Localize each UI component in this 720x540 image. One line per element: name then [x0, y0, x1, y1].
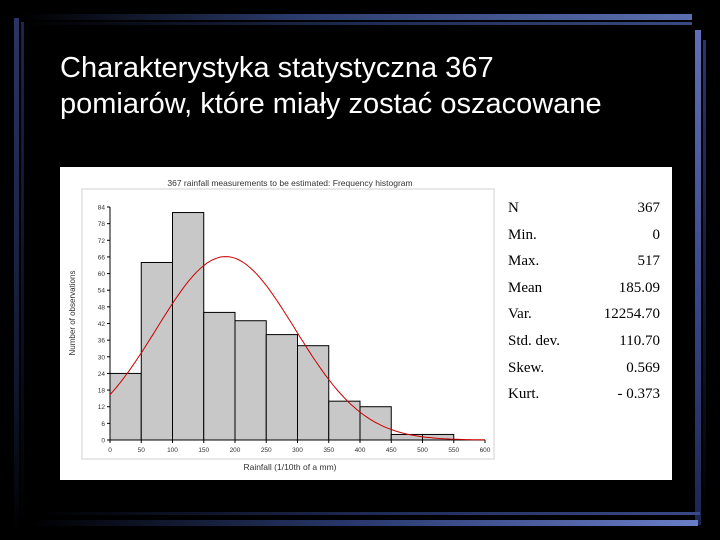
- stat-row: Std. dev. 110.70: [508, 328, 660, 355]
- histogram-bar: [172, 212, 205, 441]
- stat-value: 110.70: [619, 332, 660, 349]
- stat-row: Kurt. - 0.373: [508, 381, 660, 408]
- stat-row: Max. 517: [508, 248, 660, 275]
- x-axis-label: Rainfall (1/10th of a mm): [243, 462, 336, 472]
- x-tick-label: 200: [230, 447, 241, 454]
- y-tick-label: 0: [101, 438, 105, 445]
- x-tick-label: 250: [261, 447, 272, 454]
- histogram-chart: 367 rainfall measurements to be estimate…: [68, 178, 495, 472]
- histogram-bar: [203, 311, 236, 441]
- stat-value: 0.569: [626, 359, 660, 376]
- histogram-figure: 367 rainfall measurements to be estimate…: [60, 167, 672, 480]
- x-tick-label: 0: [108, 447, 112, 454]
- top-decor-bar: [24, 14, 692, 20]
- y-tick-label: 24: [98, 371, 106, 378]
- top-decor-bar-thin: [24, 22, 692, 25]
- stat-value: 0: [652, 226, 661, 243]
- x-tick-label: 400: [355, 447, 366, 454]
- y-tick-label: 84: [98, 205, 106, 212]
- y-tick-label: 42: [98, 321, 106, 328]
- stat-label: Skew.: [508, 359, 545, 376]
- stat-label: Var.: [508, 306, 532, 323]
- histogram-bar: [328, 400, 361, 441]
- y-tick-label: 6: [101, 421, 105, 428]
- y-tick-label: 36: [98, 338, 106, 345]
- stat-value: 12254.70: [603, 306, 660, 323]
- x-tick-label: 100: [167, 447, 178, 454]
- bottom-decor-bar-thin: [40, 512, 700, 515]
- x-tick-label: 300: [292, 447, 303, 454]
- histogram-bar: [140, 261, 173, 441]
- y-tick-label: 78: [98, 221, 106, 228]
- left-decor-bar: [14, 18, 19, 533]
- left-decor-bar-thin: [21, 22, 24, 527]
- y-tick-label: 66: [98, 254, 106, 261]
- stat-row: Min. 0: [508, 222, 660, 249]
- slide-title: Charakterystyka statystyczna 367 pomiaró…: [60, 50, 680, 122]
- chart-title: 367 rainfall measurements to be estimate…: [167, 178, 412, 188]
- stat-row: N 367: [508, 195, 660, 222]
- right-decor-bar-thin: [703, 40, 706, 520]
- slide-title-line-2: pomiarów, które miały zostać oszacowane: [60, 88, 602, 120]
- histogram-bar: [359, 406, 392, 441]
- x-tick-label: 50: [138, 447, 146, 454]
- stat-label: Kurt.: [508, 386, 540, 403]
- stat-row: Var. 12254.70: [508, 301, 660, 328]
- stat-label: Std. dev.: [508, 332, 560, 349]
- y-tick-label: 30: [98, 354, 106, 361]
- x-tick-label: 500: [417, 447, 428, 454]
- y-axis-label: Number of observations: [68, 271, 77, 356]
- stat-value: 517: [637, 253, 661, 270]
- stat-label: Min.: [508, 226, 537, 243]
- slide-title-line-1: Charakterystyka statystyczna 367: [60, 52, 494, 84]
- y-tick-label: 18: [98, 388, 106, 395]
- y-tick-label: 60: [98, 271, 106, 278]
- x-tick-label: 550: [448, 447, 459, 454]
- stat-value: 367: [637, 200, 661, 216]
- x-tick-label: 450: [386, 447, 397, 454]
- x-tick-label: 350: [323, 447, 334, 454]
- stat-label: Mean: [508, 279, 543, 296]
- y-tick-label: 54: [98, 288, 106, 295]
- normal-fit-curve: [109, 256, 485, 441]
- histogram-bar: [265, 334, 298, 441]
- x-tick-label: 150: [198, 447, 209, 454]
- y-tick-label: 48: [98, 304, 106, 311]
- stat-label: Max.: [508, 253, 540, 270]
- stat-row: Mean 185.09: [508, 275, 660, 302]
- histogram-bar: [297, 345, 330, 441]
- x-tick-label: 600: [480, 447, 491, 454]
- y-tick-label: 72: [98, 238, 106, 245]
- histogram-bar: [109, 372, 142, 441]
- stat-row: Skew. 0.569: [508, 355, 660, 382]
- y-tick-label: 12: [98, 404, 106, 411]
- stat-value: 185.09: [618, 279, 660, 296]
- stats-table: N 367 Min. 0 Max. 517 Mean 185.09 Var. 12254.…: [508, 195, 660, 408]
- right-decor-bar: [695, 30, 701, 525]
- histogram-bar: [390, 433, 423, 441]
- histogram-bar: [234, 320, 267, 441]
- bottom-decor-bar: [30, 520, 698, 526]
- stat-label: N: [508, 200, 519, 216]
- stat-value: - 0.373: [617, 386, 661, 403]
